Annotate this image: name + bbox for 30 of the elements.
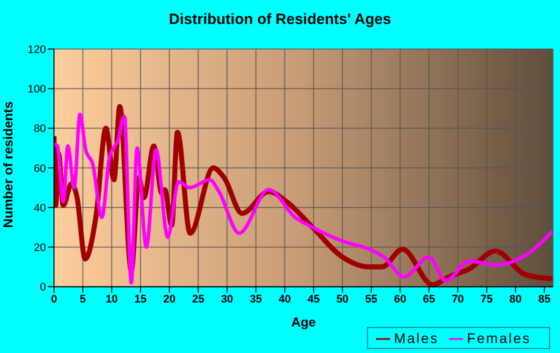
x-tick-label: 60	[394, 294, 406, 306]
x-tick-label: 55	[365, 294, 378, 306]
x-tick-label: 30	[220, 294, 234, 306]
y-tick-label: 0	[40, 282, 46, 294]
x-tick-label: 5	[80, 294, 86, 306]
x-tick-label: 0	[50, 294, 58, 306]
legend-label: Females	[466, 330, 531, 346]
x-tick-label: 75	[480, 294, 493, 306]
x-tick-label: 40	[278, 294, 291, 306]
y-tick-label: 60	[34, 162, 46, 175]
x-tick-label: 80	[509, 294, 522, 306]
x-tick-label: 10	[106, 294, 118, 306]
y-axis-title: Number of residents	[0, 101, 16, 228]
y-tick-label: 120	[28, 44, 46, 56]
x-tick-label: 45	[307, 294, 320, 306]
x-tick-label: 15	[134, 294, 147, 306]
x-tick-label: 25	[192, 294, 204, 306]
x-tick-label: 35	[250, 294, 262, 306]
x-tick-label: 20	[163, 294, 176, 306]
y-tick-label: 40	[34, 202, 46, 214]
x-axis-title: Age	[291, 314, 316, 330]
legend-label: Males	[394, 330, 439, 346]
y-tick-label: 20	[34, 242, 46, 254]
x-tick-label: 50	[336, 294, 349, 306]
x-tick-label: 65	[422, 294, 436, 306]
chart-title: Distribution of Residents' Ages	[168, 11, 392, 28]
x-tick-label: 70	[452, 294, 464, 306]
x-tick-label: 85	[538, 294, 550, 306]
y-tick-label: 100	[28, 84, 46, 96]
y-tick-label: 80	[34, 123, 46, 136]
